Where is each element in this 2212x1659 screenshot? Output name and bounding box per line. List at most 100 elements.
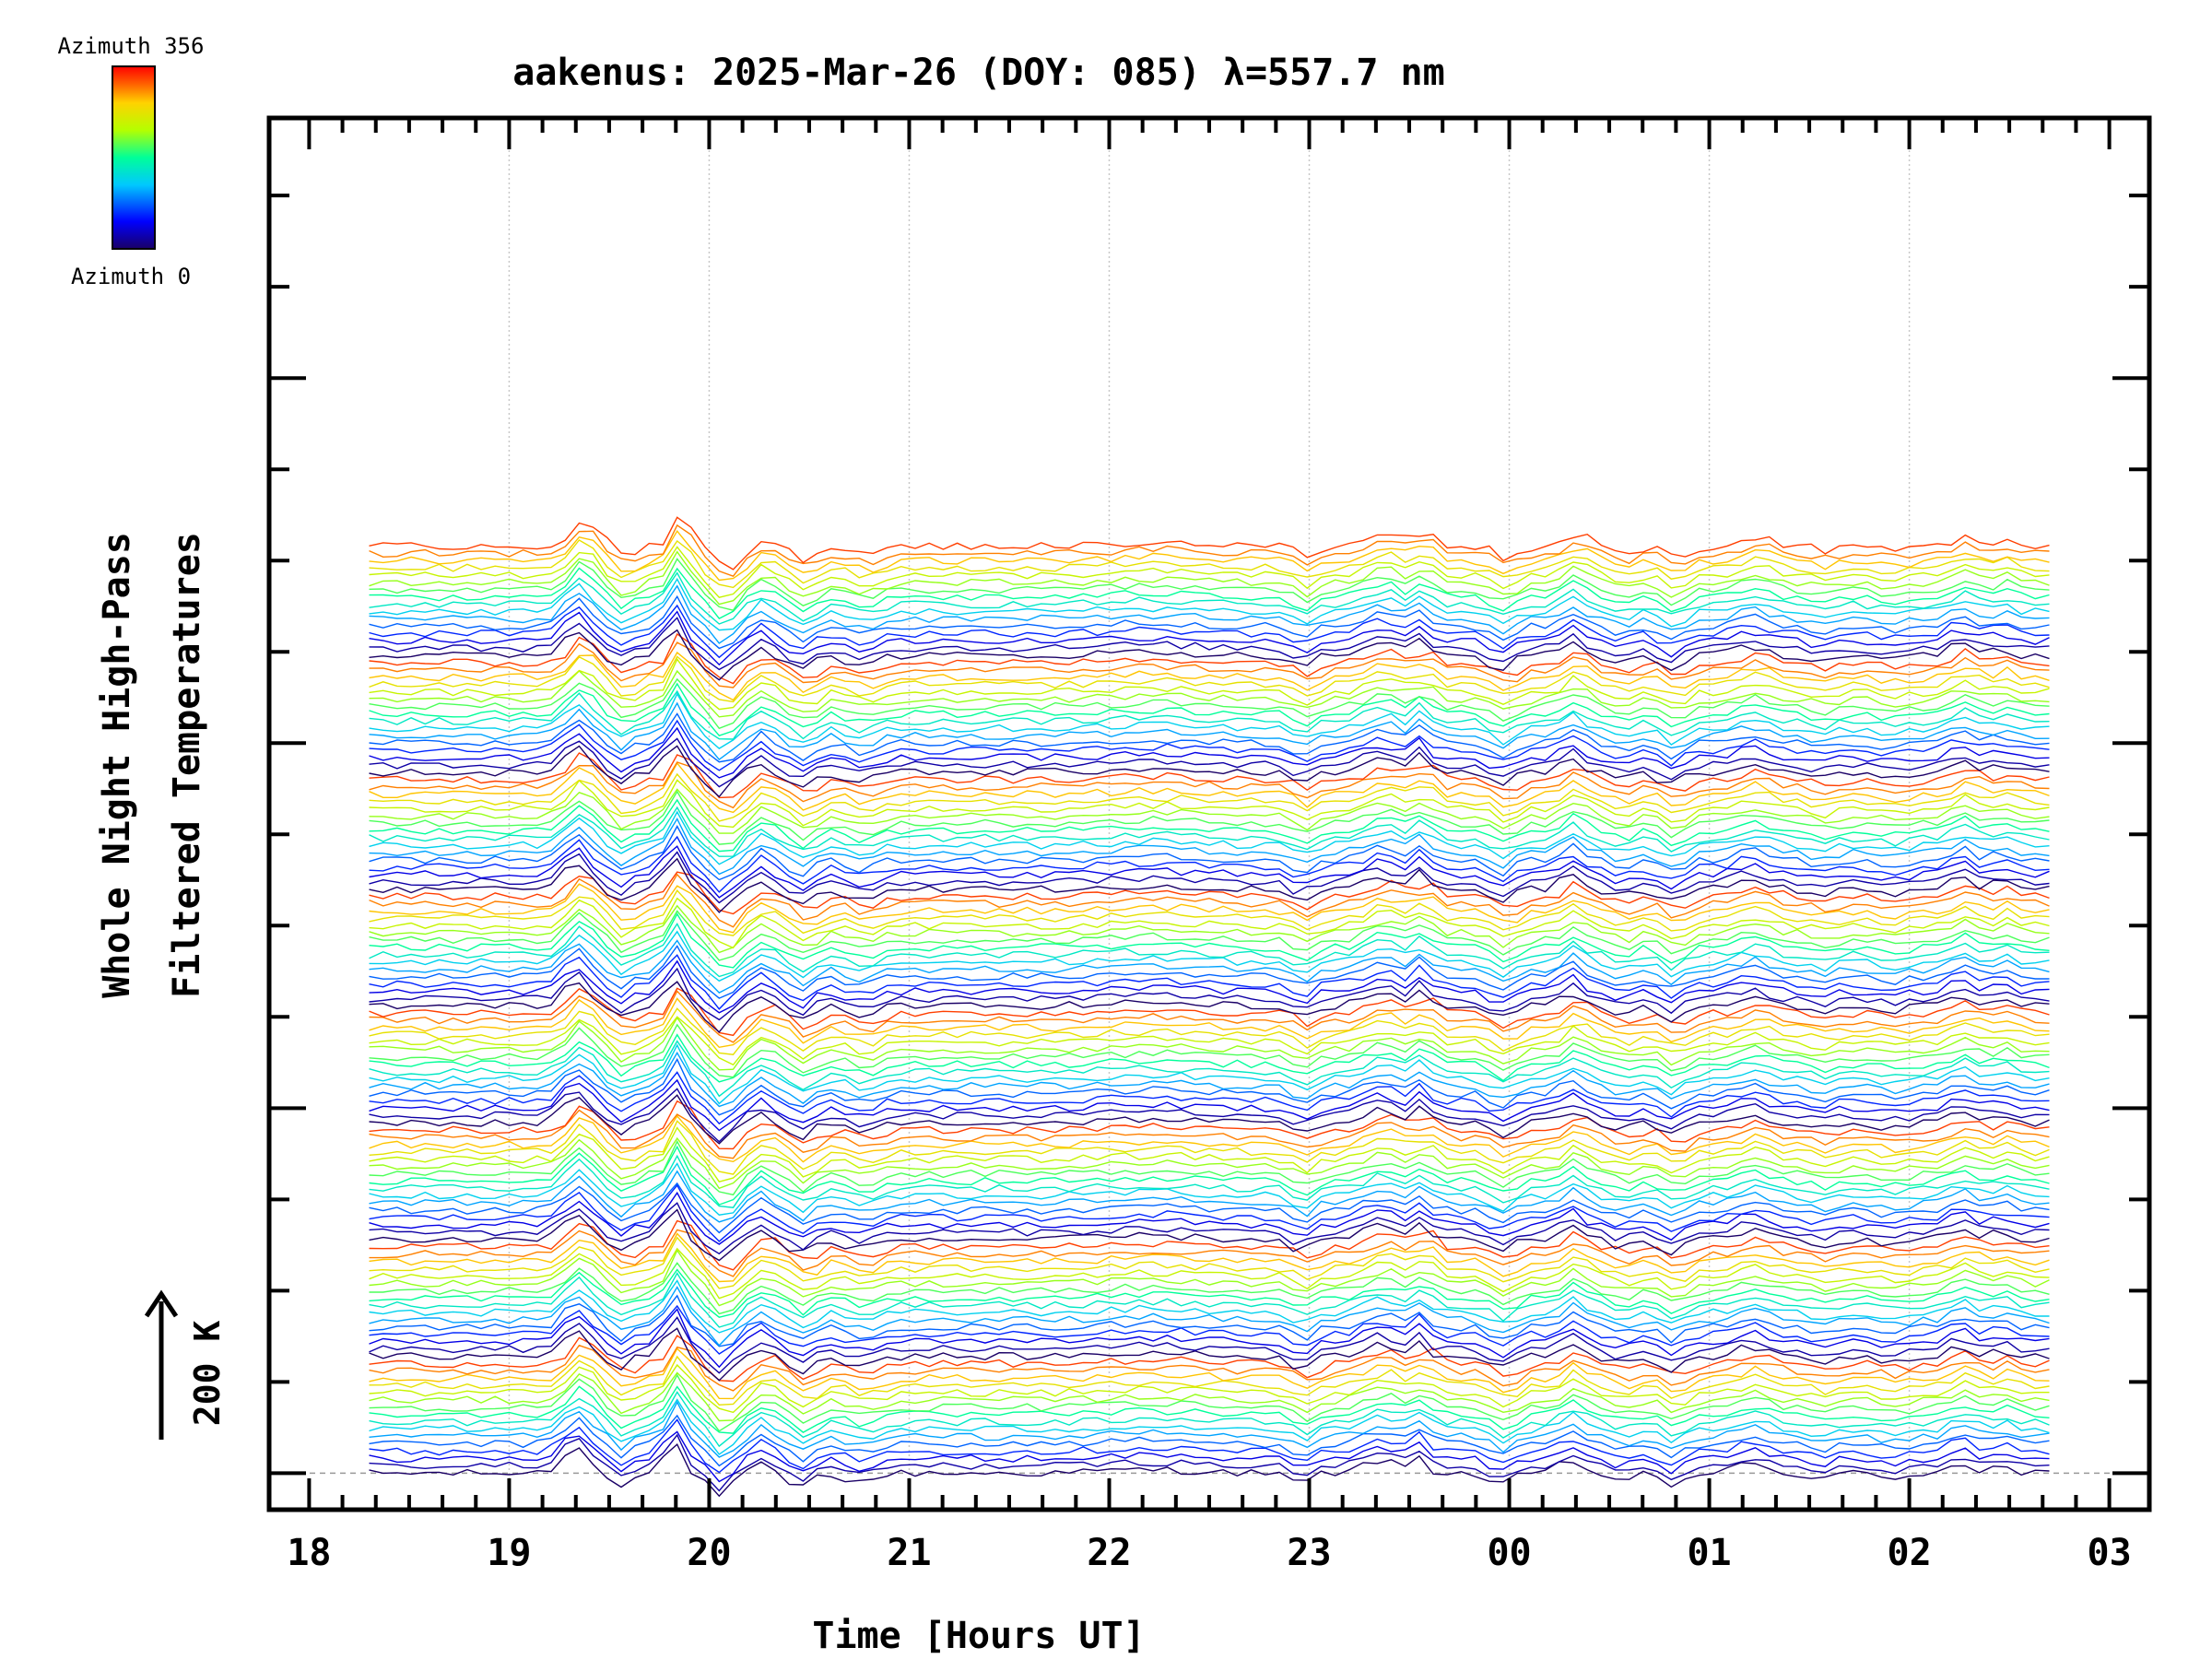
trace-line	[369, 1182, 2050, 1234]
trace-line	[369, 726, 2050, 779]
trace-line	[369, 818, 2050, 876]
trace-line	[369, 632, 2050, 685]
trace-line	[369, 761, 2050, 809]
trace-line	[369, 939, 2050, 994]
y-axis-label-line-1: Whole Night High-Pass	[96, 532, 138, 998]
trace-line	[369, 1154, 2050, 1208]
trace-line	[369, 1373, 2050, 1432]
trace-line	[369, 1232, 2050, 1283]
trace-line	[369, 1094, 2050, 1145]
trace-line	[369, 959, 2050, 1014]
trace-line	[369, 567, 2050, 619]
trace-line	[369, 669, 2050, 718]
trace-line	[369, 1344, 2050, 1392]
trace-line	[369, 1355, 2050, 1406]
trace-line	[369, 577, 2050, 631]
trace-line	[369, 737, 2050, 788]
trace-line	[369, 912, 2050, 969]
trace-line	[369, 883, 2050, 934]
trace-line	[369, 529, 2050, 582]
trace-line	[369, 1271, 2050, 1328]
trace-line	[369, 930, 2050, 982]
trace-line	[369, 790, 2050, 845]
trace-line	[369, 923, 2050, 978]
x-tick-label: 20	[687, 1532, 731, 1574]
trace-line	[369, 788, 2050, 834]
azimuth-colorbar: Azimuth 356 Azimuth 0	[58, 33, 205, 289]
trace-line	[369, 1109, 2050, 1159]
trace-line	[369, 610, 2050, 666]
scale-label: 200 K	[187, 1321, 228, 1427]
trace-line	[369, 825, 2050, 881]
trace-line	[369, 981, 2050, 1033]
trace-line	[369, 1170, 2050, 1223]
trace-line	[369, 1316, 2050, 1374]
trace-line	[369, 655, 2050, 703]
x-tick-label: 18	[287, 1532, 331, 1574]
trace-line	[369, 990, 2050, 1043]
trace-line	[369, 1023, 2050, 1078]
trace-line	[369, 657, 2050, 711]
trace-line	[369, 651, 2050, 701]
trace-line	[369, 1433, 2050, 1492]
trace-line	[369, 524, 2050, 578]
trace-line	[369, 1398, 2050, 1455]
trace-line	[369, 1051, 2050, 1108]
trace-line	[369, 689, 2050, 740]
trace-line	[369, 845, 2050, 899]
trace-line	[369, 1347, 2050, 1400]
trace-line	[369, 1007, 2050, 1055]
trace-line	[369, 1202, 2050, 1255]
trace-line	[369, 1335, 2050, 1382]
trace-line	[369, 604, 2050, 659]
trace-line	[369, 997, 2050, 1049]
colorbar-gradient	[112, 65, 156, 250]
trace-line	[369, 1385, 2050, 1434]
trace-line	[369, 871, 2050, 915]
trace-line	[369, 772, 2050, 822]
x-tick-label: 00	[1487, 1532, 1531, 1574]
trace-line	[369, 1279, 2050, 1334]
trace-line	[369, 1043, 2050, 1105]
trace-line	[369, 761, 2050, 814]
x-tick-label: 03	[2088, 1532, 2132, 1574]
trace-line	[369, 1294, 2050, 1347]
trace-line	[369, 1304, 2050, 1355]
trace-line	[369, 1308, 2050, 1369]
x-axis-label: Time [Hours UT]	[812, 1615, 1145, 1657]
trace-line	[369, 1088, 2050, 1143]
trace-line	[369, 1078, 2050, 1132]
trace-line	[369, 558, 2050, 611]
trace-line	[369, 516, 2050, 571]
trace-line	[369, 954, 2050, 1010]
trace-line	[369, 1236, 2050, 1289]
trace-line	[369, 546, 2050, 598]
trace-line	[369, 873, 2050, 928]
trace-line	[369, 752, 2050, 799]
trace-line	[369, 1327, 2050, 1382]
trace-line	[369, 1033, 2050, 1083]
trace-line	[369, 1247, 2050, 1300]
trace-line	[369, 1114, 2050, 1163]
trace-line	[369, 1229, 2050, 1277]
trace-line	[369, 584, 2050, 644]
trace-line	[369, 1268, 2050, 1318]
trace-line	[369, 1391, 2050, 1448]
trace-line	[369, 1040, 2050, 1098]
trace-line	[369, 677, 2050, 730]
trace-line	[369, 910, 2050, 961]
trace-line	[369, 1145, 2050, 1206]
trace-line	[369, 701, 2050, 761]
x-tick-label: 19	[487, 1532, 531, 1574]
trace-line	[369, 682, 2050, 737]
scale-bar: 200 K	[144, 1289, 228, 1440]
trace-line	[369, 550, 2050, 606]
trace-line	[369, 629, 2050, 681]
trace-line	[369, 1208, 2050, 1262]
trace-line	[369, 594, 2050, 650]
trace-line	[369, 641, 2050, 688]
trace-line	[369, 1100, 2050, 1150]
trace-line	[369, 712, 2050, 763]
trace-line	[369, 1430, 2050, 1483]
